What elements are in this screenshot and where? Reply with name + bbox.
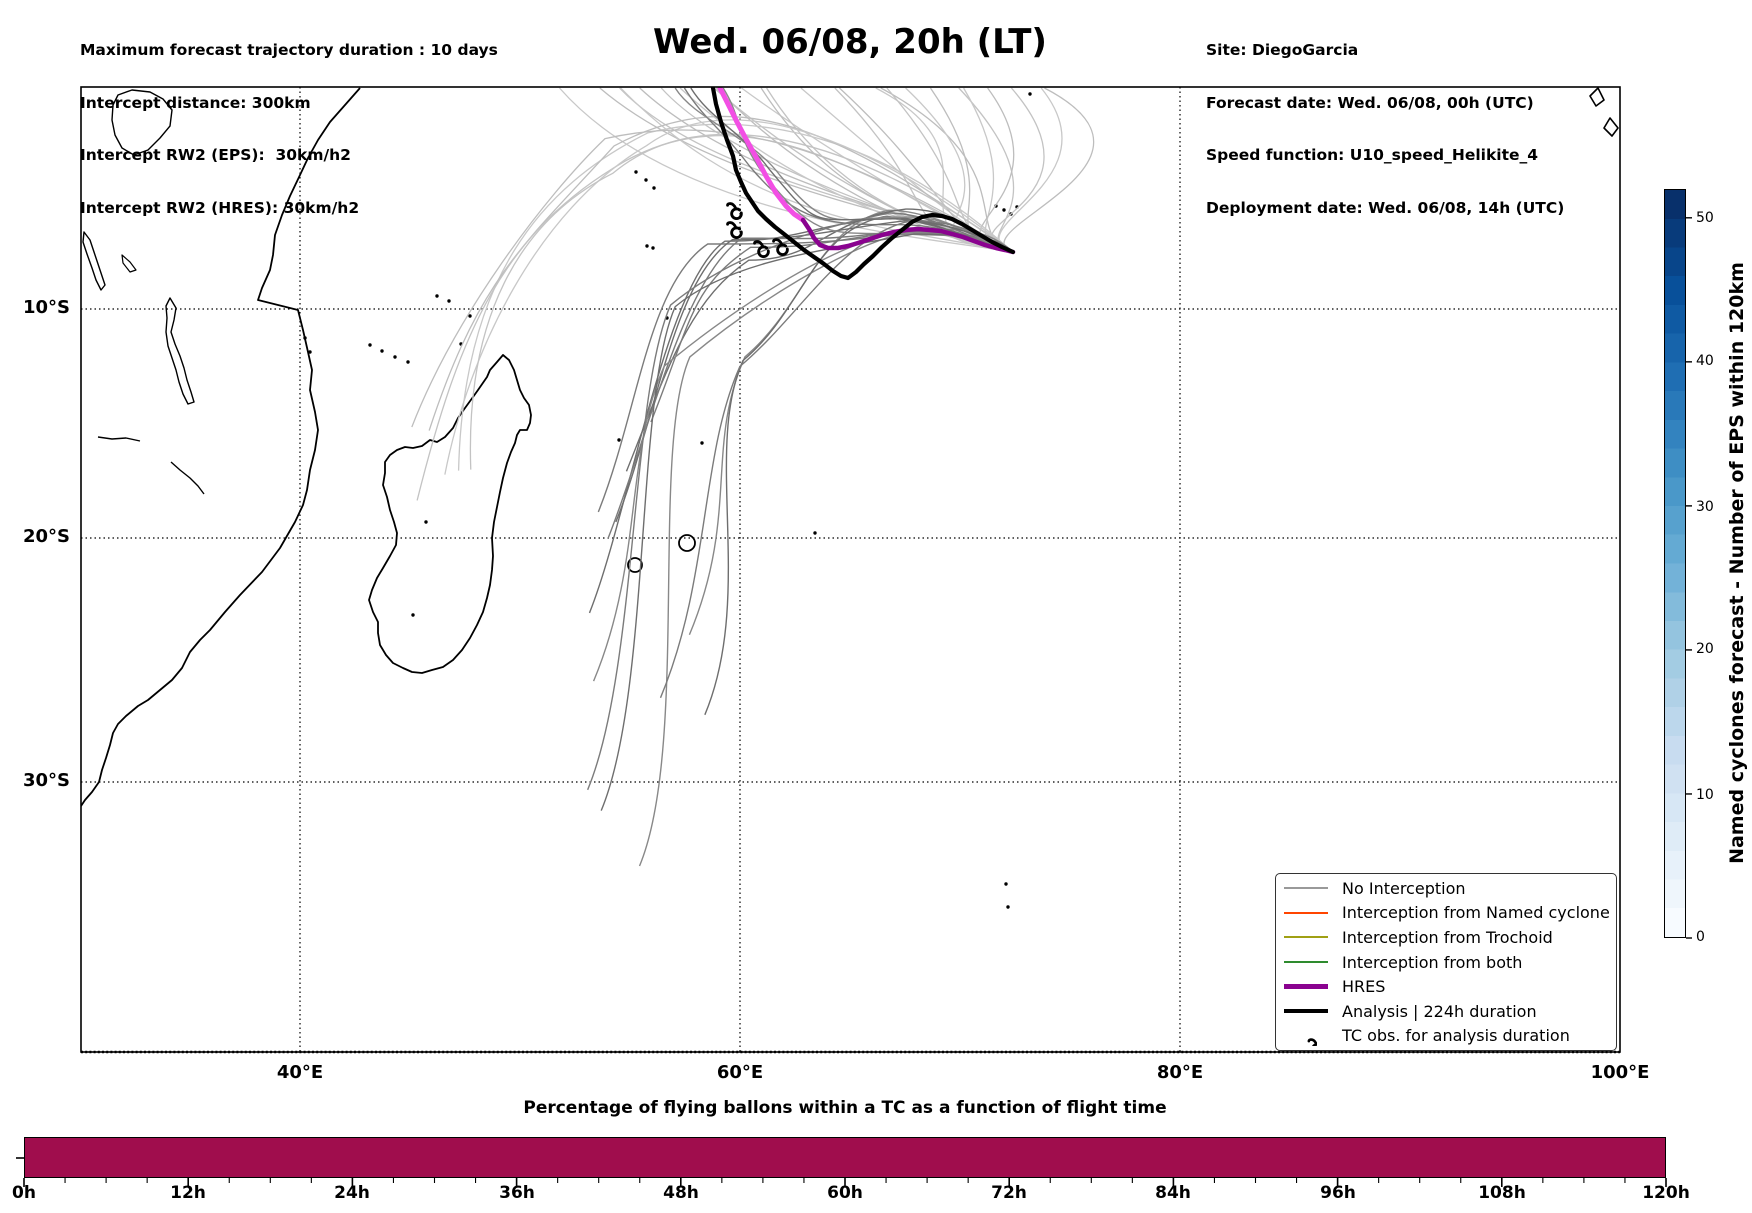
figure-title: Wed. 06/08, 20h (LT) xyxy=(653,22,1047,62)
colorbar-tick-label: 10 xyxy=(1696,787,1714,803)
footer-x-tick-label: 0h xyxy=(12,1183,36,1203)
info-line: Maximum forecast trajectory duration : 1… xyxy=(80,41,498,59)
footer-bar xyxy=(24,1137,1666,1178)
lon-tick-label: 60°E xyxy=(716,1062,764,1083)
map-legend: No Interception Interception from Named … xyxy=(1275,873,1617,1051)
footer-x-tick-label: 72h xyxy=(991,1183,1027,1203)
lon-tick-label: 40°E xyxy=(276,1062,324,1083)
footer-x-tick-label: 84h xyxy=(1155,1183,1191,1203)
footer-chart-title: Percentage of flying ballons within a TC… xyxy=(523,1098,1167,1118)
colorbar-tick-label: 20 xyxy=(1696,641,1714,657)
legend-item-trochoid: Interception from Trochoid xyxy=(1284,925,1608,950)
info-line: Site: DiegoGarcia xyxy=(1206,41,1359,59)
colorbar-tick-label: 50 xyxy=(1696,210,1714,226)
lon-tick-label: 100°E xyxy=(1590,1062,1650,1083)
legend-item-tc-obs: TC obs. for analysis duration xyxy=(1284,1023,1608,1048)
footer-x-tick-label: 60h xyxy=(827,1183,863,1203)
colorbar xyxy=(1664,189,1686,938)
info-line: Deployment date: Wed. 06/08, 14h (UTC) xyxy=(1206,198,1565,217)
lat-tick-label: 20°S xyxy=(22,526,70,547)
cyclone-icon xyxy=(1284,1025,1328,1046)
legend-item-hres: HRES xyxy=(1284,974,1608,999)
coastlines-layer xyxy=(81,87,1619,909)
lat-tick-label: 30°S xyxy=(22,770,70,791)
footer-x-tick-label: 120h xyxy=(1642,1183,1690,1203)
footer-x-tick-label: 36h xyxy=(499,1183,535,1203)
footer-x-tick-label: 108h xyxy=(1478,1183,1526,1203)
colorbar-tick-label: 40 xyxy=(1696,353,1714,369)
legend-line-sample xyxy=(1284,911,1328,914)
info-line: Forecast date: Wed. 06/08, 00h (UTC) xyxy=(1206,93,1534,112)
footer-x-tick-label: 24h xyxy=(334,1183,370,1203)
map-gridlines xyxy=(81,87,1620,1052)
legend-item-no-interception: No Interception xyxy=(1284,876,1608,901)
map-border xyxy=(80,86,1621,1054)
info-line: Speed function: U10_speed_Helikite_4 xyxy=(1206,146,1539,164)
legend-line-sample xyxy=(1284,961,1328,964)
legend-line-sample xyxy=(1284,936,1328,939)
colorbar-axis-label: Named cyclones forecast - Number of EPS … xyxy=(1726,262,1748,864)
info-line: Intercept RW2 (HRES): 30km/h2 xyxy=(80,198,360,217)
info-line: Intercept RW2 (EPS): 30km/h2 xyxy=(80,146,351,164)
footer-x-tick-label: 96h xyxy=(1320,1183,1356,1203)
colorbar-ticks xyxy=(1686,217,1692,939)
footer-x-tick-label: 12h xyxy=(170,1183,206,1203)
legend-line-sample xyxy=(1284,1008,1328,1014)
colorbar-tick-label: 30 xyxy=(1696,499,1714,515)
legend-item-both: Interception from both xyxy=(1284,950,1608,975)
legend-line-sample xyxy=(1284,984,1328,989)
info-block-left: Maximum forecast trajectory duration : 1… xyxy=(80,7,498,235)
lat-tick-label: 10°S xyxy=(22,297,70,318)
colorbar-tick-label: 0 xyxy=(1696,929,1705,945)
footer-x-tick-label: 48h xyxy=(663,1183,699,1203)
info-block-right: Site: DiegoGarcia Forecast date: Wed. 06… xyxy=(1206,7,1564,235)
info-line: Intercept distance: 300km xyxy=(80,93,311,112)
tracks-layer xyxy=(710,87,1016,281)
footer-axis-ticks xyxy=(16,1157,1667,1187)
legend-item-analysis: Analysis | 224h duration xyxy=(1284,999,1608,1024)
lon-tick-label: 80°E xyxy=(1156,1062,1204,1083)
legend-line-sample xyxy=(1284,887,1328,890)
legend-item-named-cyclone: Interception from Named cyclone xyxy=(1284,901,1610,926)
